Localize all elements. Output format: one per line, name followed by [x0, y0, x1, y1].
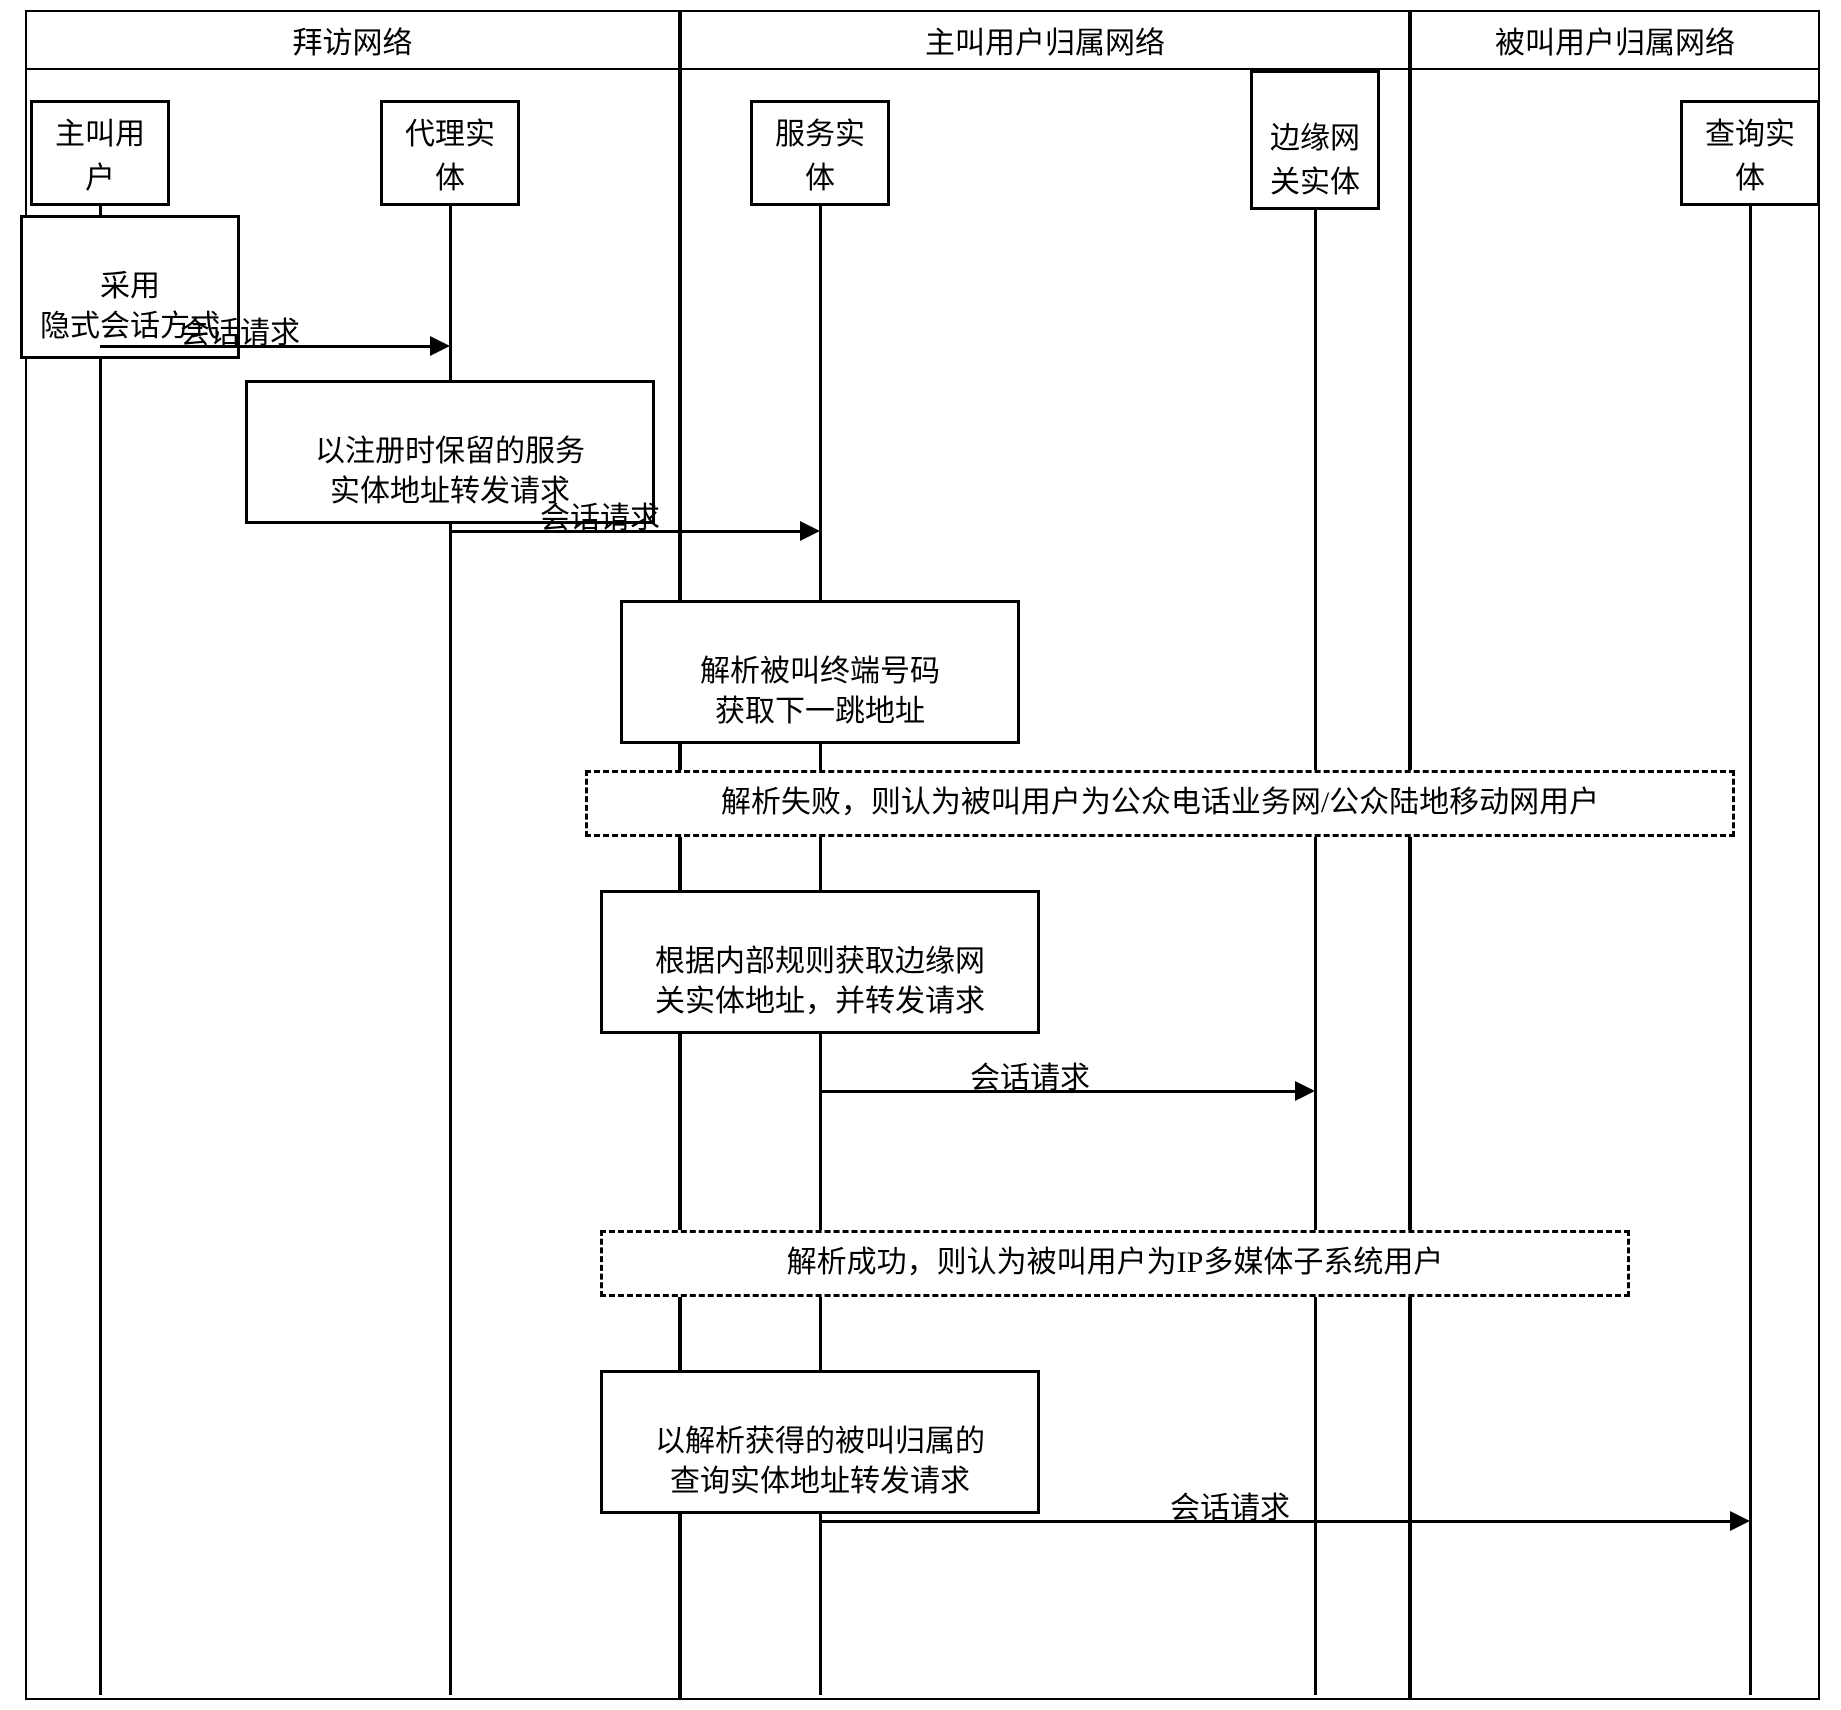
lifeline-gateway [1314, 165, 1317, 1695]
arrow-head-icon [430, 336, 450, 356]
swimlane-label: 被叫用户归属网络 [1495, 27, 1735, 60]
participant-label: 主叫用户 [55, 118, 145, 195]
note-text: 以解析获得的被叫归属的 查询实体地址转发请求 [655, 1425, 985, 1499]
message-arrow [820, 1090, 1295, 1093]
participant-proxy: 代理实体 [380, 100, 520, 206]
participant-label: 查询实体 [1705, 118, 1795, 195]
participant-label: 服务实体 [775, 118, 865, 195]
note-resolve-ok-ims: 解析成功，则认为被叫用户为IP多媒体子系统用户 [600, 1230, 1630, 1297]
lifeline-query [1749, 165, 1752, 1695]
note-text: 解析被叫终端号码 获取下一跳地址 [700, 655, 940, 729]
participant-query: 查询实体 [1680, 100, 1820, 206]
note-resolve-fail-pstn: 解析失败，则认为被叫用户为公众电话业务网/公众陆地移动网用户 [585, 770, 1735, 837]
arrow-head-icon [1730, 1511, 1750, 1531]
note-text: 解析失败，则认为被叫用户为公众电话业务网/公众陆地移动网用户 [721, 786, 1599, 819]
participant-label: 边缘网 关实体 [1270, 122, 1360, 199]
note-text: 根据内部规则获取边缘网 关实体地址，并转发请求 [655, 945, 985, 1019]
arrow-head-icon [800, 521, 820, 541]
participant-gateway: 边缘网 关实体 [1250, 70, 1380, 210]
participant-label: 代理实体 [405, 118, 495, 195]
lifeline-caller [99, 165, 102, 1695]
message-arrow [450, 530, 800, 533]
swimlane-label: 拜访网络 [293, 27, 413, 60]
note-text: 解析成功，则认为被叫用户为IP多媒体子系统用户 [787, 1246, 1444, 1279]
message-arrow [820, 1520, 1730, 1523]
note-get-edge-gateway: 根据内部规则获取边缘网 关实体地址，并转发请求 [600, 890, 1040, 1034]
swimlane-label: 主叫用户归属网络 [925, 27, 1165, 60]
participant-service: 服务实体 [750, 100, 890, 206]
arrow-head-icon [1295, 1081, 1315, 1101]
participant-caller: 主叫用户 [30, 100, 170, 206]
swimlane-frame [1410, 60, 1820, 1700]
note-resolve-callee-number: 解析被叫终端号码 获取下一跳地址 [620, 600, 1020, 744]
message-arrow [100, 345, 430, 348]
note-forward-to-query: 以解析获得的被叫归属的 查询实体地址转发请求 [600, 1370, 1040, 1514]
